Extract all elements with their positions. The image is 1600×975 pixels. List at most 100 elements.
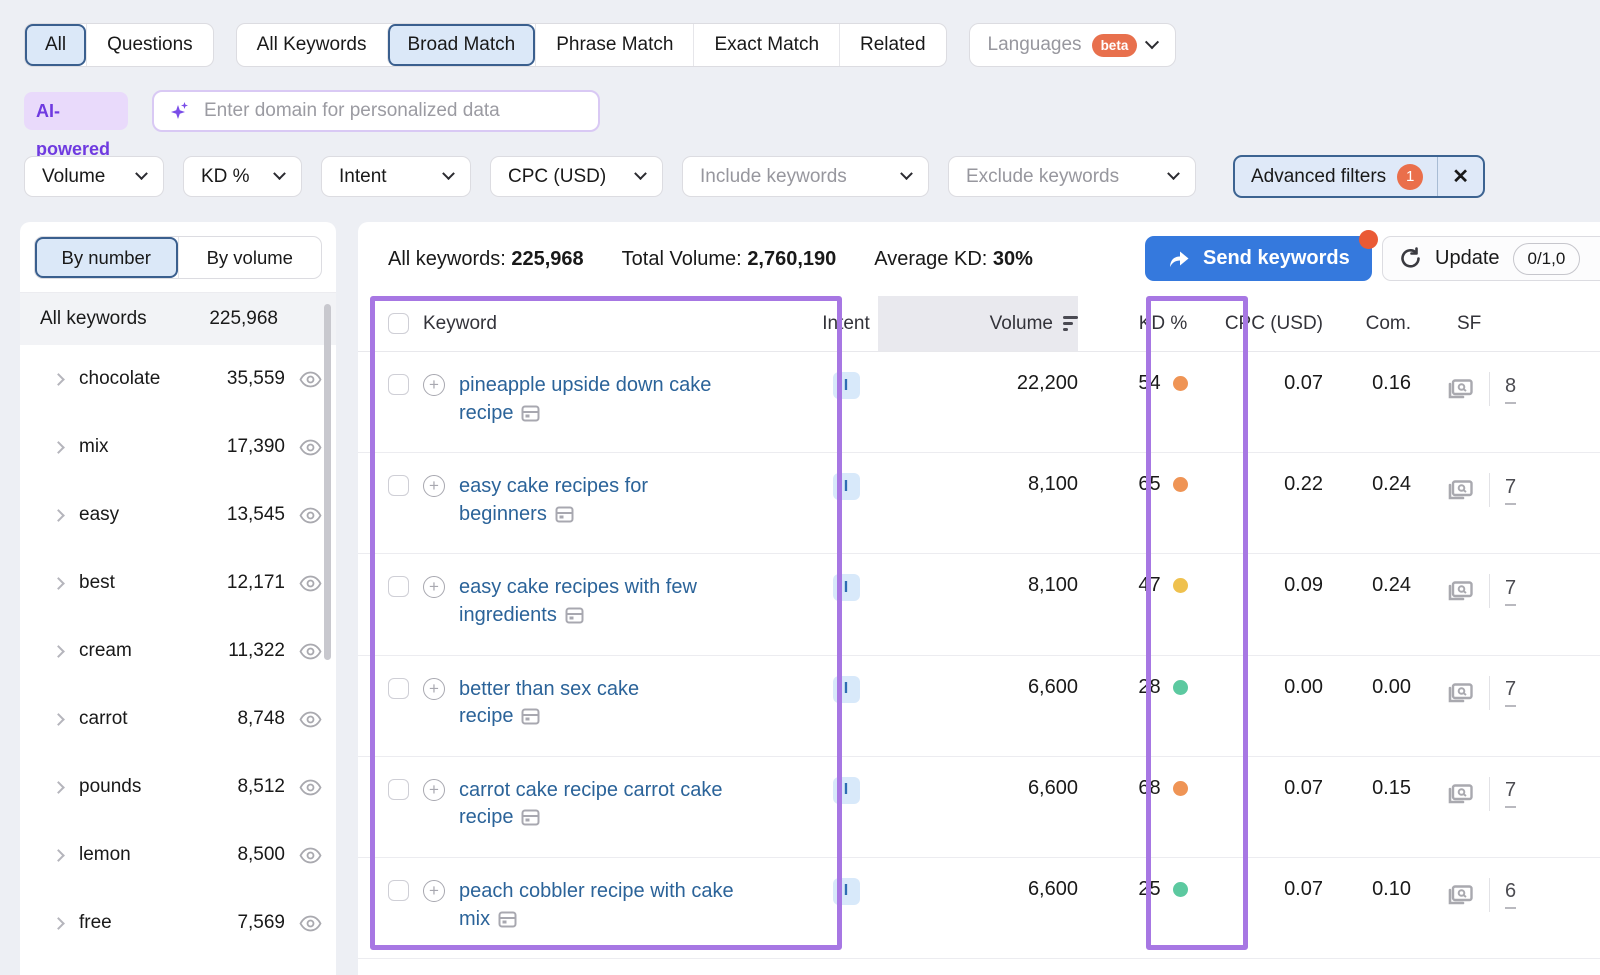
eye-icon[interactable] — [299, 439, 322, 456]
eye-icon[interactable] — [299, 711, 322, 728]
chevron-right-icon[interactable] — [52, 576, 65, 590]
row-checkbox[interactable] — [388, 677, 409, 699]
row-checkbox[interactable] — [388, 475, 409, 497]
eye-icon[interactable] — [299, 643, 322, 660]
advanced-filters-button[interactable]: Advanced filters 1 — [1235, 157, 1437, 196]
sf-count-link[interactable]: 7 — [1505, 678, 1517, 708]
serp-preview-icon[interactable] — [1447, 580, 1474, 602]
chevron-right-icon[interactable] — [52, 916, 65, 930]
row-checkbox[interactable] — [388, 879, 409, 901]
serp-preview-icon[interactable] — [1447, 783, 1474, 805]
domain-input[interactable]: Enter domain for personalized data — [152, 90, 600, 132]
serp-features-icon — [555, 504, 574, 532]
serp-preview-icon[interactable] — [1447, 682, 1474, 704]
group-item-lemon[interactable]: lemon 8,500 — [20, 821, 336, 889]
add-keyword-icon[interactable]: + — [423, 677, 445, 700]
chevron-right-icon[interactable] — [52, 440, 65, 454]
cpc-column-header[interactable]: CPC (USD) — [1224, 312, 1323, 334]
group-item-pounds[interactable]: pounds 8,512 — [20, 753, 336, 821]
keyword-link[interactable]: better than sex cake recipe — [459, 676, 698, 734]
com-cell: 0.10 — [1372, 877, 1411, 900]
languages-dropdown[interactable]: Languages beta — [968, 23, 1177, 67]
intent-badge[interactable]: I — [832, 877, 860, 905]
chevron-right-icon[interactable] — [52, 372, 65, 386]
add-keyword-icon[interactable]: + — [423, 374, 445, 396]
serp-preview-icon[interactable] — [1447, 479, 1474, 501]
add-keyword-icon[interactable]: + — [423, 778, 445, 801]
update-button[interactable]: Update 0/1,0 — [1382, 236, 1600, 281]
serp-preview-icon[interactable] — [1447, 378, 1474, 400]
sf-count-link[interactable]: 7 — [1505, 577, 1517, 606]
serp-preview-icon[interactable] — [1447, 884, 1474, 906]
row-checkbox[interactable] — [388, 778, 409, 800]
add-keyword-icon[interactable]: + — [423, 475, 445, 498]
kd-column-header[interactable]: KD % — [1138, 312, 1188, 334]
intent-column-header[interactable]: Intent — [822, 312, 870, 334]
eye-icon[interactable] — [299, 779, 322, 796]
chevron-right-icon[interactable] — [52, 780, 65, 794]
group-item-best[interactable]: best 12,171 — [20, 549, 336, 617]
tab-exact-match[interactable]: Exact Match — [693, 24, 839, 66]
include-keywords-dropdown[interactable]: Include keywords — [682, 156, 929, 197]
sidebar-scrollbar[interactable] — [324, 304, 331, 660]
keyword-link[interactable]: easy cake recipes with few ingredients — [459, 574, 794, 632]
send-keywords-label: Send keywords — [1203, 247, 1350, 269]
group-item-carrot[interactable]: carrot 8,748 — [20, 685, 336, 753]
sf-count-link[interactable]: 7 — [1505, 779, 1517, 809]
intent-badge[interactable]: I — [832, 574, 860, 602]
keyword-link[interactable]: easy cake recipes for beginners — [459, 473, 740, 531]
add-keyword-icon[interactable]: + — [423, 879, 445, 902]
sf-count-link[interactable]: 7 — [1505, 476, 1517, 505]
intent-badge[interactable]: I — [832, 473, 860, 501]
intent-badge[interactable]: I — [832, 372, 860, 399]
keyword-column-header[interactable]: Keyword — [423, 312, 497, 334]
intent-filter-dropdown[interactable]: Intent — [321, 156, 471, 197]
tab-all-keywords[interactable]: All Keywords — [237, 24, 387, 66]
chevron-right-icon[interactable] — [52, 644, 65, 658]
eye-icon[interactable] — [299, 575, 322, 592]
sort-by-number-button[interactable]: By number — [35, 237, 178, 278]
clear-advanced-filters-button[interactable]: ✕ — [1437, 157, 1483, 196]
sf-column-header[interactable]: SF — [1457, 312, 1482, 334]
group-item-cream[interactable]: cream 11,322 — [20, 617, 336, 685]
tab-questions[interactable]: Questions — [86, 24, 213, 66]
row-checkbox[interactable] — [388, 576, 409, 598]
all-keywords-group-row[interactable]: All keywords 225,968 — [20, 293, 336, 345]
keyword-link[interactable]: pineapple upside down cake recipe — [459, 372, 770, 430]
chevron-right-icon[interactable] — [52, 508, 65, 522]
cpc-filter-dropdown[interactable]: CPC (USD) — [490, 156, 663, 197]
group-item-mix[interactable]: mix 17,390 — [20, 413, 336, 481]
stat-total-volume: Total Volume: 2,760,190 — [621, 247, 837, 270]
chevron-down-icon — [442, 167, 455, 181]
chevron-right-icon[interactable] — [52, 712, 65, 726]
com-column-header[interactable]: Com. — [1365, 312, 1411, 334]
eye-icon[interactable] — [299, 507, 322, 524]
exclude-keywords-dropdown[interactable]: Exclude keywords — [948, 156, 1196, 197]
select-all-checkbox[interactable] — [388, 313, 409, 334]
chevron-right-icon[interactable] — [52, 848, 65, 862]
group-item-easy[interactable]: easy 13,545 — [20, 481, 336, 549]
kd-filter-dropdown[interactable]: KD % — [183, 156, 302, 197]
keyword-link[interactable]: peach cobbler recipe with cake mix — [459, 878, 769, 936]
tab-all[interactable]: All — [25, 24, 87, 66]
tab-phrase-match[interactable]: Phrase Match — [535, 24, 693, 66]
include-keywords-label: Include keywords — [700, 165, 847, 187]
volume-filter-dropdown[interactable]: Volume — [24, 156, 164, 197]
tab-related[interactable]: Related — [839, 24, 946, 66]
row-checkbox[interactable] — [388, 374, 409, 395]
keyword-link[interactable]: carrot cake recipe carrot cake recipe — [459, 777, 781, 835]
intent-badge[interactable]: I — [832, 776, 860, 804]
intent-badge[interactable]: I — [832, 675, 860, 703]
group-item-free[interactable]: free 7,569 — [20, 889, 336, 957]
eye-icon[interactable] — [299, 915, 322, 932]
sf-count-link[interactable]: 6 — [1505, 880, 1517, 910]
send-keywords-button[interactable]: Send keywords — [1145, 230, 1378, 281]
eye-icon[interactable] — [299, 371, 322, 388]
eye-icon[interactable] — [299, 847, 322, 864]
add-keyword-icon[interactable]: + — [423, 576, 445, 599]
volume-column-header[interactable]: Volume — [878, 296, 1078, 351]
tab-broad-match[interactable]: Broad Match — [386, 24, 536, 66]
group-item-chocolate[interactable]: chocolate 35,559 — [20, 345, 336, 413]
sort-by-volume-button[interactable]: By volume — [177, 237, 322, 278]
sf-count-link[interactable]: 8 — [1505, 375, 1517, 404]
